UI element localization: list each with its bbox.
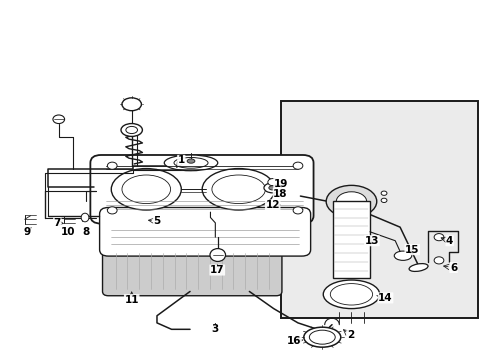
Ellipse shape (187, 159, 195, 163)
Ellipse shape (309, 330, 335, 344)
Ellipse shape (329, 284, 372, 305)
Text: 16: 16 (286, 337, 301, 346)
Text: 19: 19 (273, 179, 287, 189)
Bar (281, 102, 477, 318)
Bar (332, 202, 369, 278)
FancyBboxPatch shape (90, 155, 313, 224)
Ellipse shape (268, 186, 276, 190)
Text: 5: 5 (153, 216, 160, 226)
Ellipse shape (433, 234, 443, 241)
Text: 8: 8 (82, 227, 90, 237)
Ellipse shape (81, 213, 89, 222)
Ellipse shape (325, 185, 376, 217)
Text: 13: 13 (364, 236, 378, 246)
Ellipse shape (264, 183, 281, 193)
Ellipse shape (122, 98, 141, 111)
Ellipse shape (209, 249, 225, 261)
Text: 11: 11 (124, 295, 139, 305)
Ellipse shape (267, 179, 277, 186)
Ellipse shape (380, 198, 386, 203)
Ellipse shape (111, 168, 181, 210)
Text: 10: 10 (61, 227, 76, 237)
Ellipse shape (53, 115, 64, 123)
Text: 9: 9 (23, 227, 30, 237)
Ellipse shape (107, 162, 117, 169)
Ellipse shape (174, 157, 207, 168)
Ellipse shape (303, 327, 340, 347)
FancyBboxPatch shape (102, 246, 282, 296)
Ellipse shape (292, 162, 302, 169)
Ellipse shape (107, 207, 117, 214)
Ellipse shape (164, 155, 217, 171)
Ellipse shape (393, 251, 411, 260)
Text: 3: 3 (211, 324, 219, 334)
Text: 17: 17 (209, 265, 224, 275)
Ellipse shape (336, 192, 366, 211)
Text: 2: 2 (346, 330, 353, 341)
Text: 14: 14 (377, 293, 392, 303)
Ellipse shape (433, 257, 443, 264)
Ellipse shape (380, 191, 386, 195)
Text: 15: 15 (404, 245, 419, 255)
Text: 6: 6 (449, 262, 456, 273)
Text: 12: 12 (265, 200, 279, 210)
Text: 7: 7 (54, 218, 61, 228)
Ellipse shape (408, 264, 427, 271)
Ellipse shape (125, 126, 137, 134)
Ellipse shape (121, 123, 142, 136)
Ellipse shape (211, 175, 265, 203)
Text: 18: 18 (273, 189, 287, 199)
Ellipse shape (122, 175, 170, 203)
FancyBboxPatch shape (100, 207, 310, 256)
Text: 4: 4 (445, 236, 452, 246)
Ellipse shape (323, 280, 379, 309)
Ellipse shape (292, 207, 302, 214)
Ellipse shape (202, 168, 275, 210)
Text: 1: 1 (177, 156, 184, 165)
